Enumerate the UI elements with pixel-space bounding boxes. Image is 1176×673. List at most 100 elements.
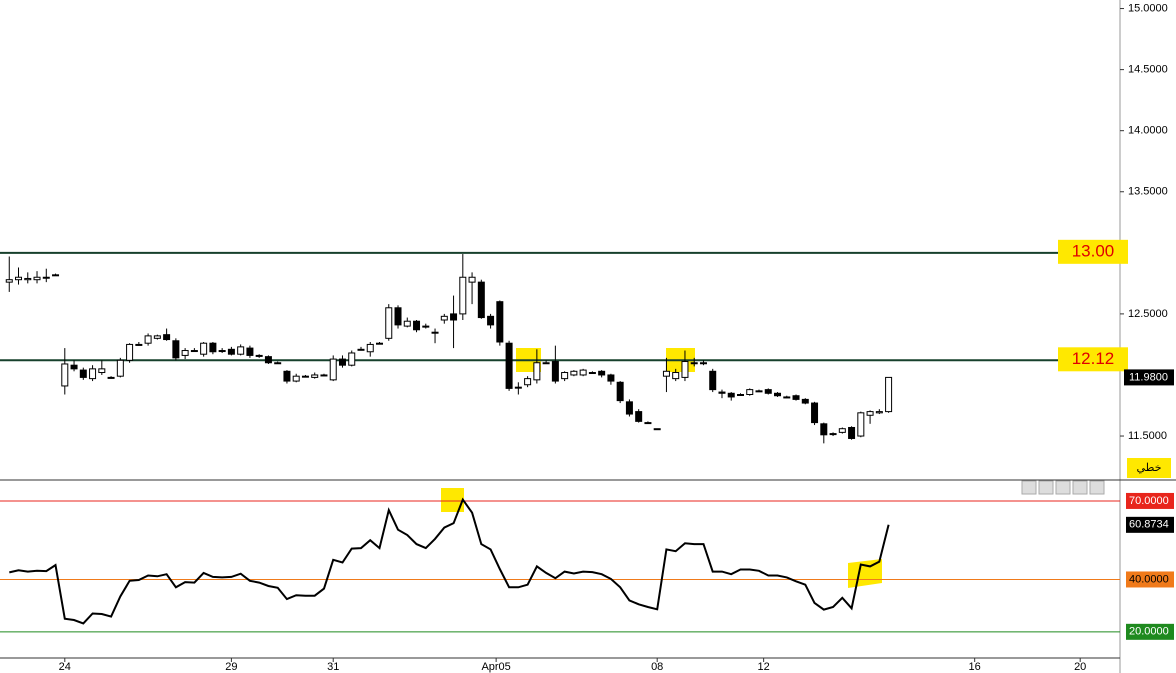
style-badge xyxy=(1127,458,1171,478)
candle-body xyxy=(644,422,652,425)
candle-body xyxy=(653,428,661,431)
candle-body xyxy=(450,313,458,321)
candle-body xyxy=(338,358,346,366)
candle-body xyxy=(496,301,504,343)
candle-body xyxy=(283,370,291,382)
candle-body xyxy=(348,352,356,366)
candle-body xyxy=(246,347,254,356)
candle-body xyxy=(264,356,272,364)
candle-body xyxy=(811,402,819,424)
candle-body xyxy=(413,320,421,331)
candle-body xyxy=(98,368,106,374)
candle-body xyxy=(848,426,856,439)
candle-body xyxy=(274,362,282,365)
candle-body xyxy=(190,350,198,353)
candle-body xyxy=(699,362,707,365)
candle-body xyxy=(320,374,328,377)
candle-body xyxy=(551,361,559,382)
candle-body xyxy=(227,348,235,355)
candle-body xyxy=(588,372,596,375)
panel-controls[interactable] xyxy=(1021,480,1105,495)
candle-body xyxy=(431,331,439,334)
candle-body xyxy=(61,363,69,387)
x-tick-label: 12 xyxy=(758,661,770,673)
candle-body xyxy=(755,390,763,393)
candle-body xyxy=(376,342,384,345)
candle-body xyxy=(468,276,476,283)
candle-body xyxy=(857,412,865,437)
candle-body xyxy=(783,396,791,399)
candle-body xyxy=(616,381,624,402)
candle-body xyxy=(801,398,809,404)
candle-body xyxy=(15,276,23,281)
candle-body xyxy=(672,372,680,380)
candle-body xyxy=(357,348,365,351)
candle-body xyxy=(718,391,726,394)
candle-body xyxy=(570,370,578,376)
highlight xyxy=(441,488,464,512)
y-tick-label: 13.5000 xyxy=(1128,186,1168,198)
candle-body xyxy=(33,276,41,281)
candle-body xyxy=(524,378,532,386)
level-badge xyxy=(1058,347,1128,372)
close-button[interactable] xyxy=(1021,480,1037,495)
candle-body xyxy=(366,343,374,353)
candle-body xyxy=(301,375,309,378)
candle-body xyxy=(625,401,633,415)
candle-body xyxy=(579,369,587,376)
level-badge xyxy=(1126,492,1174,509)
candle-body xyxy=(89,368,97,380)
last-price-label: 11.9800 xyxy=(1129,371,1168,383)
candle-body xyxy=(866,411,874,416)
candle-body xyxy=(764,389,772,394)
y-tick-label: 15.0000 xyxy=(1128,2,1168,14)
up-button[interactable] xyxy=(1055,480,1071,495)
candle-body xyxy=(736,394,744,397)
x-tick-label: 31 xyxy=(327,661,339,673)
maximize-button[interactable] xyxy=(1038,480,1054,495)
candle-body xyxy=(144,335,152,344)
candle-body xyxy=(394,307,402,326)
last-value-badge xyxy=(1126,516,1174,533)
candle-body xyxy=(311,374,319,378)
candle-body xyxy=(422,325,430,328)
settings-button[interactable] xyxy=(1072,480,1088,495)
candle-body xyxy=(116,359,124,377)
candle-body xyxy=(403,320,411,327)
candle-body xyxy=(181,350,189,356)
candle-body xyxy=(107,376,115,379)
candle-body xyxy=(662,370,670,377)
candle-body xyxy=(774,392,782,397)
candle-body xyxy=(792,395,800,400)
candle-body xyxy=(829,433,837,436)
candle-body xyxy=(561,372,569,380)
candle-body xyxy=(505,342,513,389)
candle-body xyxy=(607,374,615,382)
candle-body xyxy=(477,281,485,319)
menu-button[interactable] xyxy=(1089,480,1105,495)
candle-body xyxy=(329,358,337,381)
candle-body xyxy=(5,279,13,283)
candle-body xyxy=(209,342,217,353)
candle-body xyxy=(135,343,143,346)
style-label: خطي xyxy=(1137,462,1162,474)
level-badge xyxy=(1058,239,1128,264)
candle-body xyxy=(690,362,698,365)
candle-body xyxy=(126,343,134,361)
last-value-label: 60.8734 xyxy=(1129,519,1169,531)
level-label: 13.00 xyxy=(1072,241,1115,260)
candle-body xyxy=(52,274,60,277)
x-tick-label: 08 xyxy=(651,661,663,673)
candle-body xyxy=(487,315,495,326)
candle-body xyxy=(24,277,32,281)
candle-body xyxy=(709,370,717,391)
y-tick-label: 12.5000 xyxy=(1128,308,1168,320)
candle-body xyxy=(838,428,846,433)
x-tick-label: 24 xyxy=(59,661,71,673)
candle-body xyxy=(875,411,883,414)
candle-body xyxy=(163,334,171,341)
y-tick-label: 14.5000 xyxy=(1128,64,1168,76)
level-badge xyxy=(1126,571,1174,588)
candle-body xyxy=(542,362,550,365)
